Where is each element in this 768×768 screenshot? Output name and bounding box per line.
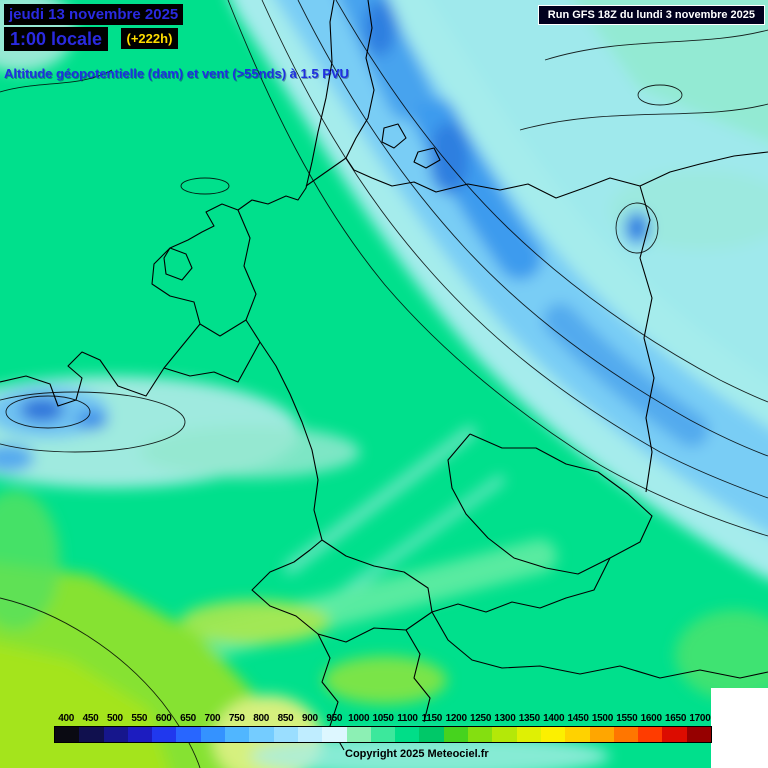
colorbar-tick: 1050	[372, 713, 394, 724]
colorbar-tick: 1650	[665, 713, 687, 724]
colorbar-tick: 500	[107, 713, 123, 724]
colorbar-cell	[346, 727, 371, 742]
colorbar-tick: 1150	[421, 713, 443, 724]
date-line: jeudi 13 novembre 2025	[4, 4, 349, 25]
colorbar-tick: 400	[58, 713, 75, 724]
copyright-text: Copyright 2025 Meteociel.fr	[345, 748, 489, 760]
colorbar-cell	[297, 727, 323, 742]
colorbar-tick: 1400	[543, 713, 565, 724]
colorbar-tick: 1250	[470, 713, 492, 724]
colorbar-cell	[152, 727, 177, 742]
country-borders	[0, 0, 768, 751]
colorbar-cell	[589, 727, 614, 742]
colorbar-tick: 1450	[567, 713, 589, 724]
colorbar-labels: 400 450 500 550 600 650 700 750 800 850 900 950 1000…	[54, 712, 712, 725]
colorbar-tick: 600	[155, 713, 172, 724]
colorbar-tick: 1700	[689, 713, 711, 724]
colorbar-tick: 1100	[397, 713, 418, 724]
colorbar-cell	[565, 727, 590, 742]
colorbar-tick: 1600	[640, 713, 662, 724]
map-title: Altitude géopotentielle (dam) et vent (>…	[4, 66, 349, 81]
colorbar-tick: 850	[277, 713, 294, 724]
colorbar-cell	[176, 727, 201, 742]
colorbar-tick: 950	[326, 713, 343, 724]
colorbar-cell	[249, 727, 274, 742]
forecast-offset-label: (+222h)	[120, 28, 179, 49]
colorbar-cell	[468, 727, 493, 742]
colorbar-cell	[273, 727, 298, 742]
bottom-right-blank	[711, 688, 768, 768]
colorbar-tick: 1500	[591, 713, 613, 724]
colorbar-tick: 900	[302, 713, 318, 724]
colorbar-cell	[613, 727, 639, 742]
colorbar-cell	[686, 727, 712, 742]
colorbar-cell	[638, 727, 663, 742]
valid-date-label: jeudi 13 novembre 2025	[4, 4, 184, 25]
colorbar-cell	[225, 727, 250, 742]
colorbar-cell	[322, 727, 347, 742]
colorbar-cell	[492, 727, 517, 742]
header: jeudi 13 novembre 2025 1:00 locale (+222…	[4, 4, 349, 80]
colorbar-tick: 550	[131, 713, 148, 724]
time-line: 1:00 locale (+222h)	[4, 27, 349, 51]
colorbar-cell	[103, 727, 128, 742]
colorbar-tick: 700	[204, 713, 221, 724]
colorbar-cell	[55, 727, 80, 742]
valid-time-label: 1:00 locale	[4, 27, 109, 51]
colorbar: 400 450 500 550 600 650 700 750 800 850 900 950 1000…	[54, 712, 712, 743]
colorbar-cell	[540, 727, 566, 742]
colorbar-cells	[54, 726, 712, 743]
colorbar-tick: 1550	[616, 713, 638, 724]
colorbar-tick: 750	[228, 713, 245, 724]
colorbar-tick: 1300	[494, 713, 516, 724]
colorbar-cell	[370, 727, 396, 742]
colorbar-tick: 450	[82, 713, 99, 724]
colorbar-cell	[127, 727, 153, 742]
colorbar-tick: 1350	[518, 713, 540, 724]
colorbar-tick: 1200	[445, 713, 467, 724]
colorbar-cell	[79, 727, 104, 742]
colorbar-cell	[419, 727, 444, 742]
colorbar-tick: 650	[180, 713, 196, 724]
colorbar-tick: 800	[253, 713, 270, 724]
colorbar-cell	[395, 727, 420, 742]
colorbar-cell	[443, 727, 469, 742]
colorbar-cell	[200, 727, 226, 742]
model-run-info: Run GFS 18Z du lundi 3 novembre 2025	[537, 5, 765, 25]
colorbar-tick: 1000	[348, 713, 370, 724]
colorbar-cell	[516, 727, 541, 742]
colorbar-cell	[662, 727, 687, 742]
